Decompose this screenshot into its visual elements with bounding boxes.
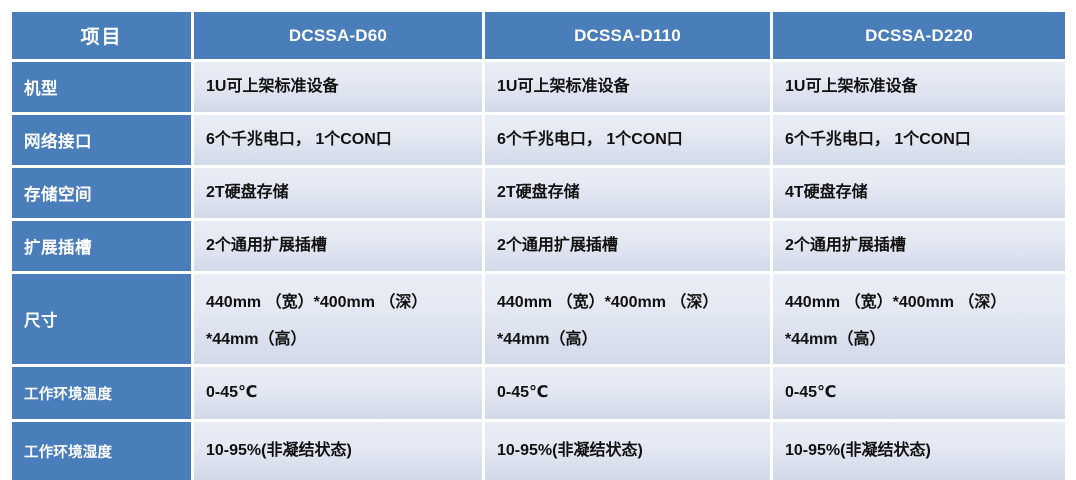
- table-row-model: 机型 1U可上架标准设备 1U可上架标准设备 1U可上架标准设备: [12, 62, 1065, 115]
- cell-network-interface-d60: 6个千兆电口， 1个CON口: [194, 115, 485, 168]
- cell-dimensions-d60-line2: *44mm（高）: [206, 331, 307, 348]
- cell-expansion-slot-d60: 2个通用扩展插槽: [194, 221, 485, 274]
- cell-dimensions-d60: 440mm （宽）*400mm （深） *44mm（高）: [194, 274, 485, 367]
- cell-operating-temperature-d60: 0-45℃: [194, 367, 485, 422]
- cell-model-d220: 1U可上架标准设备: [773, 62, 1065, 115]
- cell-dimensions-d220-line1: 440mm （宽）*400mm （深）: [785, 293, 1007, 311]
- cell-network-interface-d110: 6个千兆电口， 1个CON口: [485, 115, 773, 168]
- cell-storage-d220: 4T硬盘存储: [773, 168, 1065, 221]
- table-body: 机型 1U可上架标准设备 1U可上架标准设备 1U可上架标准设备 网络接口 6个…: [12, 62, 1065, 480]
- column-header-d110: DCSSA-D110: [485, 12, 773, 62]
- table-row-storage: 存储空间 2T硬盘存储 2T硬盘存储 4T硬盘存储: [12, 168, 1065, 221]
- cell-dimensions-d220-line2: *44mm（高）: [785, 331, 886, 348]
- spec-comparison-table: 项目 DCSSA-D60 DCSSA-D110 DCSSA-D220 机型 1U…: [12, 12, 1065, 480]
- cell-storage-d110: 2T硬盘存储: [485, 168, 773, 221]
- cell-dimensions-d110-line1: 440mm （宽）*400mm （深）: [497, 293, 719, 311]
- cell-dimensions-d220: 440mm （宽）*400mm （深） *44mm（高）: [773, 274, 1065, 367]
- cell-operating-temperature-d220: 0-45℃: [773, 367, 1065, 422]
- row-label-expansion-slot: 扩展插槽: [12, 221, 194, 274]
- cell-operating-humidity-d220: 10-95%(非凝结状态): [773, 422, 1065, 480]
- row-label-model: 机型: [12, 62, 194, 115]
- cell-expansion-slot-d110: 2个通用扩展插槽: [485, 221, 773, 274]
- cell-dimensions-d110-line2: *44mm（高）: [497, 331, 598, 348]
- cell-model-d60: 1U可上架标准设备: [194, 62, 485, 115]
- row-label-storage: 存储空间: [12, 168, 194, 221]
- table-row-expansion-slot: 扩展插槽 2个通用扩展插槽 2个通用扩展插槽 2个通用扩展插槽: [12, 221, 1065, 274]
- cell-operating-temperature-d110: 0-45℃: [485, 367, 773, 422]
- column-header-d60: DCSSA-D60: [194, 12, 485, 62]
- cell-expansion-slot-d220: 2个通用扩展插槽: [773, 221, 1065, 274]
- table-row-network-interface: 网络接口 6个千兆电口， 1个CON口 6个千兆电口， 1个CON口 6个千兆电…: [12, 115, 1065, 168]
- row-label-dimensions: 尺寸: [12, 274, 194, 367]
- cell-operating-humidity-d110: 10-95%(非凝结状态): [485, 422, 773, 480]
- cell-model-d110: 1U可上架标准设备: [485, 62, 773, 115]
- row-label-network-interface: 网络接口: [12, 115, 194, 168]
- cell-storage-d60: 2T硬盘存储: [194, 168, 485, 221]
- column-header-item: 项目: [12, 12, 194, 62]
- cell-dimensions-d110: 440mm （宽）*400mm （深） *44mm（高）: [485, 274, 773, 367]
- row-label-operating-humidity: 工作环境湿度: [12, 422, 194, 480]
- column-header-d220: DCSSA-D220: [773, 12, 1065, 62]
- row-label-operating-temperature: 工作环境温度: [12, 367, 194, 422]
- cell-operating-humidity-d60: 10-95%(非凝结状态): [194, 422, 485, 480]
- table-header: 项目 DCSSA-D60 DCSSA-D110 DCSSA-D220: [12, 12, 1065, 62]
- cell-network-interface-d220: 6个千兆电口， 1个CON口: [773, 115, 1065, 168]
- table-row-operating-temperature: 工作环境温度 0-45℃ 0-45℃ 0-45℃: [12, 367, 1065, 422]
- table-row-operating-humidity: 工作环境湿度 10-95%(非凝结状态) 10-95%(非凝结状态) 10-95…: [12, 422, 1065, 480]
- header-row: 项目 DCSSA-D60 DCSSA-D110 DCSSA-D220: [12, 12, 1065, 62]
- table-row-dimensions: 尺寸 440mm （宽）*400mm （深） *44mm（高） 440mm （宽…: [12, 274, 1065, 367]
- cell-dimensions-d60-line1: 440mm （宽）*400mm （深）: [206, 293, 428, 311]
